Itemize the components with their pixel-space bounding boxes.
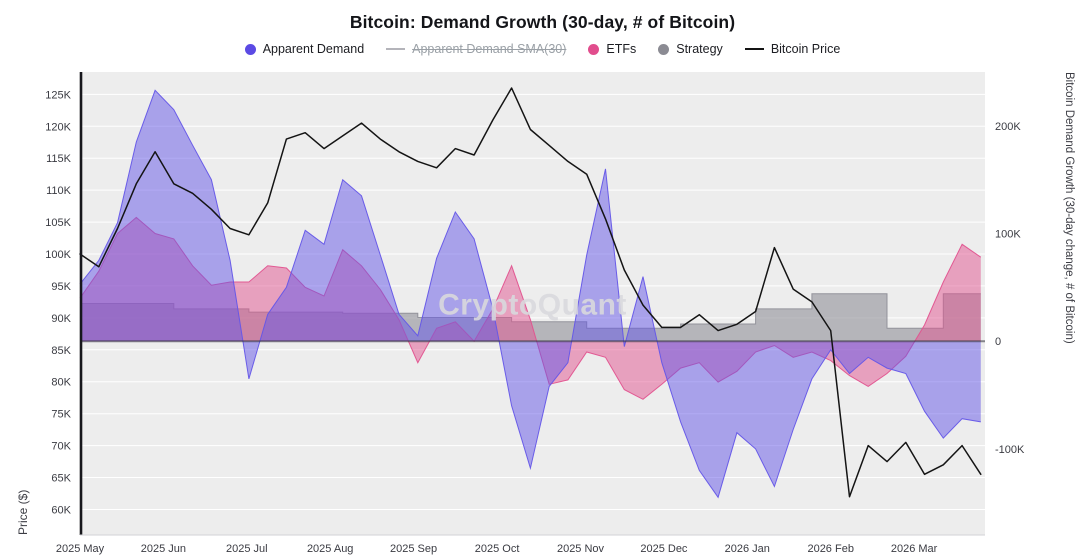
month-tick-label: 2025 Aug xyxy=(307,543,354,555)
area-outline-apparent-demand xyxy=(79,89,981,499)
legend-label: Strategy xyxy=(676,42,723,56)
month-tick-label: 2025 Jul xyxy=(226,543,268,555)
legend-item-bitcoin-price[interactable]: Bitcoin Price xyxy=(744,42,841,56)
chart-title: Bitcoin: Demand Growth (30-day, # of Bit… xyxy=(349,12,736,32)
legend-dot-icon xyxy=(588,43,600,55)
legend-item-etfs[interactable]: ETFs xyxy=(588,42,636,56)
price-tick-label: 95K xyxy=(51,281,71,293)
legend: Apparent Demand Apparent Demand SMA(30) ET… xyxy=(0,42,1085,56)
month-tick-label: 2026 Feb xyxy=(807,543,853,555)
month-tick-label: 2025 Sep xyxy=(390,543,437,555)
price-line xyxy=(79,87,982,498)
demand-tick-label: 100K xyxy=(995,229,1021,241)
price-tick-label: 90K xyxy=(51,313,71,325)
area-series-apparent-demand xyxy=(80,90,981,498)
price-tick-label: 85K xyxy=(51,345,71,357)
month-tick-label: 2026 Mar xyxy=(891,543,938,555)
month-tick-label: 2025 May xyxy=(56,543,105,555)
demand-tick-label: -100K xyxy=(995,444,1025,456)
price-tick-label: 65K xyxy=(51,473,71,485)
price-tick-label: 110K xyxy=(46,185,72,197)
price-tick-label: 125K xyxy=(45,89,71,101)
legend-label: Bitcoin Price xyxy=(770,42,841,56)
demand-tick-label: 200K xyxy=(995,121,1021,133)
price-tick-label: 70K xyxy=(51,441,71,453)
price-tick-label: 60K xyxy=(51,505,71,517)
month-tick-label: 2025 Oct xyxy=(475,543,520,555)
month-tick-label: 2025 Dec xyxy=(640,543,688,555)
price-tick-label: 115K xyxy=(46,153,72,165)
demand-tick-label: 0 xyxy=(995,336,1001,348)
price-tick-label: 100K xyxy=(45,249,71,261)
legend-line-icon xyxy=(386,48,406,50)
legend-label: Apparent Demand xyxy=(262,42,365,56)
right-axis-title: Bitcoin Demand Growth (30-day change, # … xyxy=(1063,72,1075,344)
price-tick-label: 80K xyxy=(51,377,71,389)
price-tick-label: 75K xyxy=(51,409,71,421)
legend-label: ETFs xyxy=(606,42,637,56)
price-tick-label: 120K xyxy=(45,121,71,133)
month-tick-label: 2025 Jun xyxy=(141,543,186,555)
legend-label: Apparent Demand SMA(30) xyxy=(412,42,567,56)
legend-dot-icon xyxy=(244,43,256,55)
month-tick-label: 2026 Jan xyxy=(725,543,770,555)
area-series-etfs xyxy=(80,217,981,400)
legend-line-icon xyxy=(744,48,764,50)
legend-item-strategy[interactable]: Strategy xyxy=(658,42,723,56)
price-tick-label: 105K xyxy=(45,217,71,229)
legend-item-apparent-demand-sma-30[interactable]: Apparent Demand SMA(30) xyxy=(386,42,566,56)
watermark-text: CryptoQuant xyxy=(438,289,627,322)
month-tick-label: 2025 Nov xyxy=(557,543,605,555)
legend-item-apparent-demand[interactable]: Apparent Demand xyxy=(244,42,365,56)
legend-dot-icon xyxy=(658,43,670,55)
